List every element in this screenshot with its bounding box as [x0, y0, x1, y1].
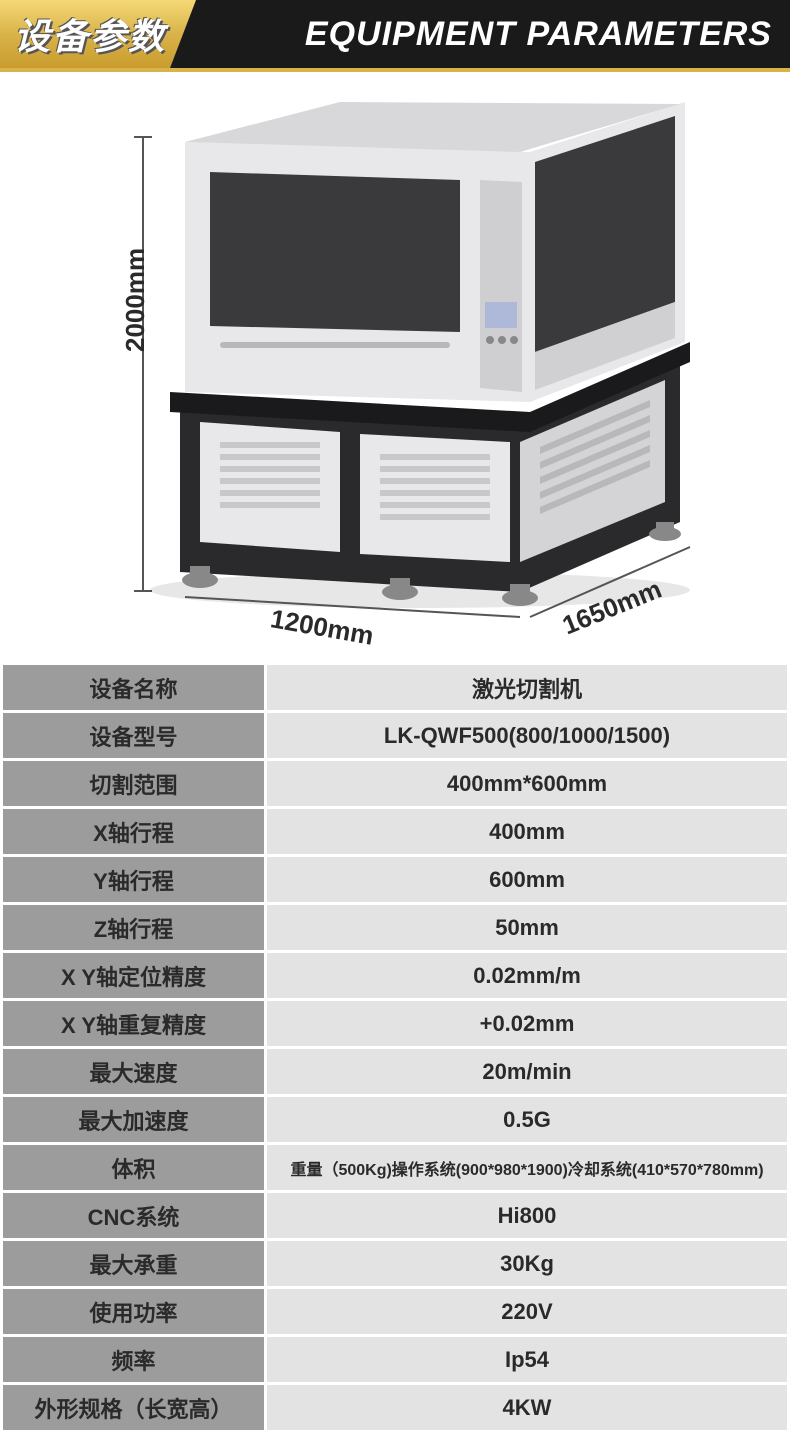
- spec-value: 220V: [266, 1288, 789, 1336]
- spec-label: 最大加速度: [2, 1096, 266, 1144]
- table-row: 最大加速度0.5G: [2, 1096, 789, 1144]
- table-row: 设备型号LK-QWF500(800/1000/1500): [2, 712, 789, 760]
- spec-value: 30Kg: [266, 1240, 789, 1288]
- header: 设备参数 EQUIPMENT PARAMETERS: [0, 0, 790, 72]
- spec-table: 设备名称激光切割机设备型号LK-QWF500(800/1000/1500)切割范…: [0, 662, 790, 1433]
- table-row: X Y轴重复精度+0.02mm: [2, 1000, 789, 1048]
- spec-label: X Y轴重复精度: [2, 1000, 266, 1048]
- table-row: 最大速度20m/min: [2, 1048, 789, 1096]
- machine-figure: 2000mm 1200mm 1650mm: [0, 72, 790, 662]
- spec-label: 最大承重: [2, 1240, 266, 1288]
- spec-value: 600mm: [266, 856, 789, 904]
- spec-value: LK-QWF500(800/1000/1500): [266, 712, 789, 760]
- spec-label: 外形规格（长宽高）: [2, 1384, 266, 1432]
- spec-label: Y轴行程: [2, 856, 266, 904]
- spec-label: 频率: [2, 1336, 266, 1384]
- machine-illustration: [90, 102, 710, 622]
- dim-label-height: 2000mm: [120, 248, 151, 352]
- spec-label: 设备型号: [2, 712, 266, 760]
- spec-value: 0.5G: [266, 1096, 789, 1144]
- spec-label: 使用功率: [2, 1288, 266, 1336]
- table-row: CNC系统Hi800: [2, 1192, 789, 1240]
- spec-value: 0.02mm/m: [266, 952, 789, 1000]
- table-row: 外形规格（长宽高）4KW: [2, 1384, 789, 1432]
- spec-label: X轴行程: [2, 808, 266, 856]
- table-row: Y轴行程600mm: [2, 856, 789, 904]
- spec-value: 重量（500Kg)操作系统(900*980*1900)冷却系统(410*570*…: [266, 1144, 789, 1192]
- spec-value: 50mm: [266, 904, 789, 952]
- header-title-en: EQUIPMENT PARAMETERS: [196, 15, 790, 54]
- table-row: X轴行程400mm: [2, 808, 789, 856]
- spec-value: 4KW: [266, 1384, 789, 1432]
- spec-value: 400mm: [266, 808, 789, 856]
- spec-label: Z轴行程: [2, 904, 266, 952]
- spec-label: 切割范围: [2, 760, 266, 808]
- spec-value: Hi800: [266, 1192, 789, 1240]
- spec-label: 设备名称: [2, 664, 266, 712]
- spec-value: +0.02mm: [266, 1000, 789, 1048]
- spec-value: 20m/min: [266, 1048, 789, 1096]
- table-row: 设备名称激光切割机: [2, 664, 789, 712]
- table-row: 使用功率220V: [2, 1288, 789, 1336]
- table-row: Z轴行程50mm: [2, 904, 789, 952]
- spec-label: 最大速度: [2, 1048, 266, 1096]
- spec-label: 体积: [2, 1144, 266, 1192]
- table-row: 频率Ip54: [2, 1336, 789, 1384]
- spec-value: Ip54: [266, 1336, 789, 1384]
- header-badge-cn: 设备参数: [0, 0, 196, 68]
- table-row: 最大承重30Kg: [2, 1240, 789, 1288]
- spec-label: CNC系统: [2, 1192, 266, 1240]
- spec-value: 400mm*600mm: [266, 760, 789, 808]
- table-row: 体积重量（500Kg)操作系统(900*980*1900)冷却系统(410*57…: [2, 1144, 789, 1192]
- table-row: 切割范围400mm*600mm: [2, 760, 789, 808]
- spec-label: X Y轴定位精度: [2, 952, 266, 1000]
- table-row: X Y轴定位精度0.02mm/m: [2, 952, 789, 1000]
- spec-value: 激光切割机: [266, 664, 789, 712]
